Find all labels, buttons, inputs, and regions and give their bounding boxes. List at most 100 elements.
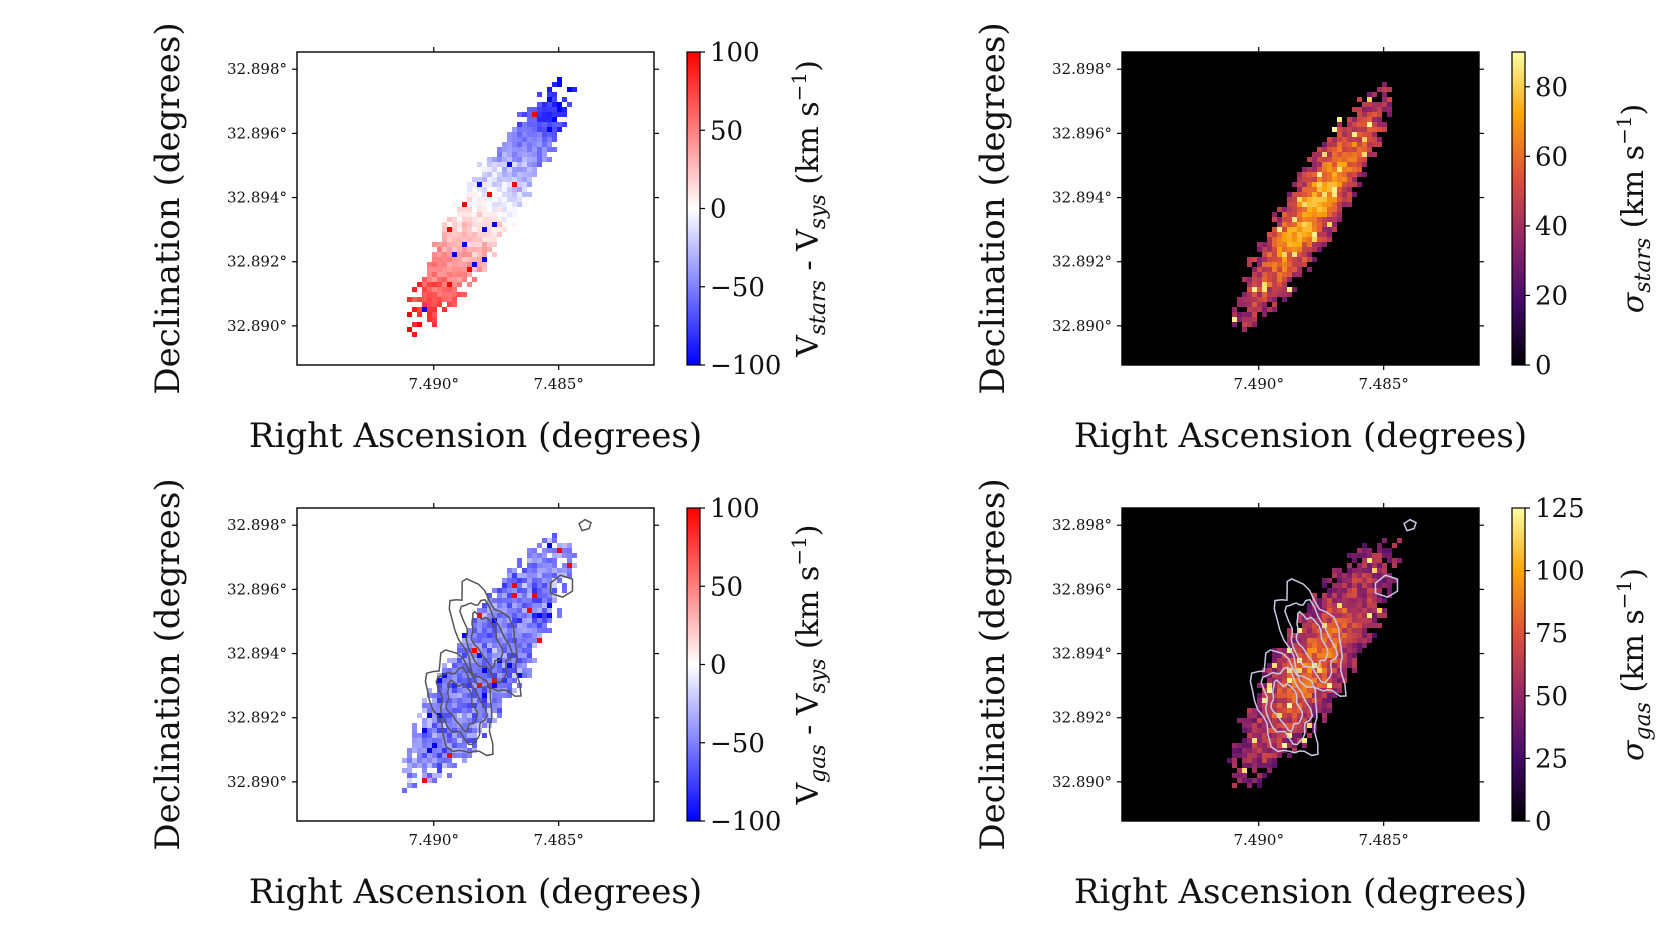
map-pixel bbox=[1242, 743, 1247, 748]
map-pixel bbox=[1292, 713, 1297, 718]
map-pixel bbox=[1297, 668, 1302, 673]
map-pixel bbox=[1367, 147, 1372, 152]
map-pixel bbox=[522, 112, 527, 117]
map-pixel bbox=[1282, 282, 1287, 287]
map-pixel bbox=[472, 197, 477, 202]
map-pixel bbox=[1277, 277, 1282, 282]
map-pixel bbox=[512, 197, 517, 202]
map-pixel bbox=[502, 172, 507, 177]
map-pixel bbox=[537, 593, 542, 598]
map-pixel bbox=[1317, 227, 1322, 232]
map-pixel bbox=[1257, 257, 1262, 262]
map-pixel bbox=[1272, 302, 1277, 307]
map-pixel bbox=[1287, 247, 1292, 252]
map-pixel bbox=[1247, 297, 1252, 302]
map-pixel bbox=[557, 548, 562, 553]
map-pixel bbox=[1257, 267, 1262, 272]
map-pixel bbox=[1287, 688, 1292, 693]
map-pixel bbox=[537, 142, 542, 147]
map-pixel bbox=[462, 222, 467, 227]
map-pixel bbox=[432, 257, 437, 262]
map-pixel bbox=[1277, 287, 1282, 292]
map-pixel bbox=[1342, 648, 1347, 653]
map-pixel bbox=[447, 703, 452, 708]
map-pixel bbox=[422, 773, 427, 778]
map-pixel bbox=[432, 698, 437, 703]
map-pixel bbox=[1262, 242, 1267, 247]
map-pixel bbox=[1347, 127, 1352, 132]
map-pixel bbox=[442, 257, 447, 262]
map-pixel bbox=[1232, 743, 1237, 748]
map-pixel bbox=[1272, 237, 1277, 242]
map-pixel bbox=[527, 137, 532, 142]
map-pixel bbox=[1312, 237, 1317, 242]
map-pixel bbox=[1307, 733, 1312, 738]
map-pixel bbox=[557, 553, 562, 558]
map-pixel bbox=[412, 783, 417, 788]
map-pixel bbox=[457, 217, 462, 222]
map-pixel bbox=[537, 132, 542, 137]
map-pixel bbox=[457, 292, 462, 297]
map-pixel bbox=[512, 568, 517, 573]
map-pixel bbox=[437, 282, 442, 287]
map-pixel bbox=[1337, 162, 1342, 167]
map-pixel bbox=[1252, 758, 1257, 763]
map-pixel bbox=[1352, 192, 1357, 197]
map-pixel bbox=[512, 137, 517, 142]
map-pixel bbox=[477, 608, 482, 613]
map-pixel bbox=[527, 147, 532, 152]
map-pixel bbox=[1252, 723, 1257, 728]
map-pixel bbox=[562, 548, 567, 553]
map-pixel bbox=[512, 593, 517, 598]
colorbar bbox=[1512, 52, 1525, 365]
map-pixel bbox=[1307, 167, 1312, 172]
map-pixel bbox=[517, 663, 522, 668]
map-pixel bbox=[517, 122, 522, 127]
map-pixel bbox=[1357, 172, 1362, 177]
map-pixel bbox=[1367, 142, 1372, 147]
map-pixel bbox=[1312, 247, 1317, 252]
map-pixel bbox=[487, 638, 492, 643]
colorbar-tick-label: 100 bbox=[710, 494, 760, 524]
map-pixel bbox=[1272, 277, 1277, 282]
map-pixel bbox=[547, 107, 552, 112]
map-pixel bbox=[1352, 127, 1357, 132]
map-pixel bbox=[1372, 142, 1377, 147]
map-pixel bbox=[512, 588, 517, 593]
map-pixel bbox=[1277, 272, 1282, 277]
map-pixel bbox=[432, 733, 437, 738]
map-pixel bbox=[422, 738, 427, 743]
map-pixel bbox=[1372, 588, 1377, 593]
map-pixel bbox=[502, 583, 507, 588]
map-pixel bbox=[1347, 613, 1352, 618]
map-pixel bbox=[542, 152, 547, 157]
map-pixel bbox=[1287, 192, 1292, 197]
map-pixel bbox=[1382, 598, 1387, 603]
map-pixel bbox=[447, 262, 452, 267]
map-pixel bbox=[1272, 292, 1277, 297]
map-pixel bbox=[547, 568, 552, 573]
map-pixel bbox=[487, 693, 492, 698]
map-pixel bbox=[1342, 202, 1347, 207]
map-pixel bbox=[407, 768, 412, 773]
map-pixel bbox=[1307, 177, 1312, 182]
map-pixel bbox=[1302, 247, 1307, 252]
map-pixel bbox=[1267, 768, 1272, 773]
map-pixel bbox=[1287, 628, 1292, 633]
map-pixel bbox=[522, 172, 527, 177]
map-pixel bbox=[502, 207, 507, 212]
map-pixel bbox=[1297, 187, 1302, 192]
y-tick-label: 32.892° bbox=[1052, 709, 1112, 727]
map-pixel bbox=[1342, 147, 1347, 152]
map-pixel bbox=[512, 598, 517, 603]
map-pixel bbox=[1327, 593, 1332, 598]
map-pixel bbox=[1287, 232, 1292, 237]
map-pixel bbox=[522, 668, 527, 673]
map-pixel bbox=[1322, 142, 1327, 147]
map-pixel bbox=[527, 668, 532, 673]
map-pixel bbox=[1362, 628, 1367, 633]
map-pixel bbox=[547, 117, 552, 122]
map-pixel bbox=[1307, 232, 1312, 237]
map-pixel bbox=[1327, 177, 1332, 182]
map-pixel bbox=[1282, 713, 1287, 718]
